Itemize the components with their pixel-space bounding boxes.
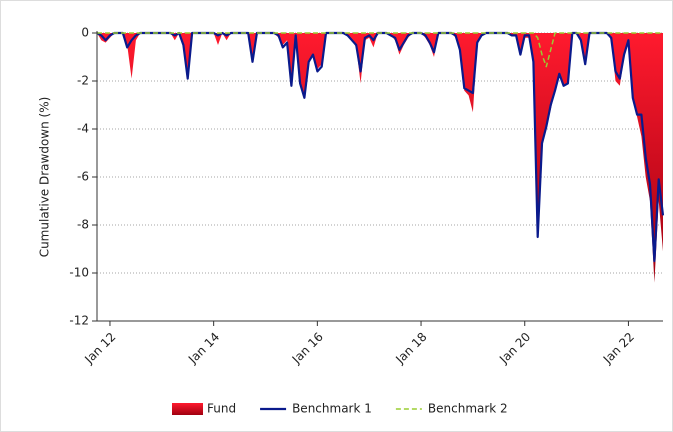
legend-item: Fund bbox=[172, 402, 236, 416]
legend-label: Fund bbox=[207, 402, 236, 416]
y-tick-label: 0 bbox=[81, 26, 89, 40]
legend-label: Benchmark 2 bbox=[428, 402, 508, 416]
y-axis-label: Cumulative Drawdown (%) bbox=[38, 97, 52, 258]
legend-label: Benchmark 1 bbox=[292, 402, 372, 416]
legend-item: Benchmark 1 bbox=[260, 402, 372, 416]
y-tick-label: -10 bbox=[69, 266, 89, 280]
y-tick-label: -6 bbox=[77, 170, 89, 184]
legend-swatch bbox=[172, 403, 203, 415]
y-tick-label: -8 bbox=[77, 218, 89, 232]
y-tick-label: -2 bbox=[77, 74, 89, 88]
y-tick-label: -12 bbox=[69, 314, 89, 328]
series-line bbox=[97, 32, 663, 68]
legend-item: Benchmark 2 bbox=[395, 402, 508, 416]
y-tick-label: -4 bbox=[77, 122, 89, 136]
